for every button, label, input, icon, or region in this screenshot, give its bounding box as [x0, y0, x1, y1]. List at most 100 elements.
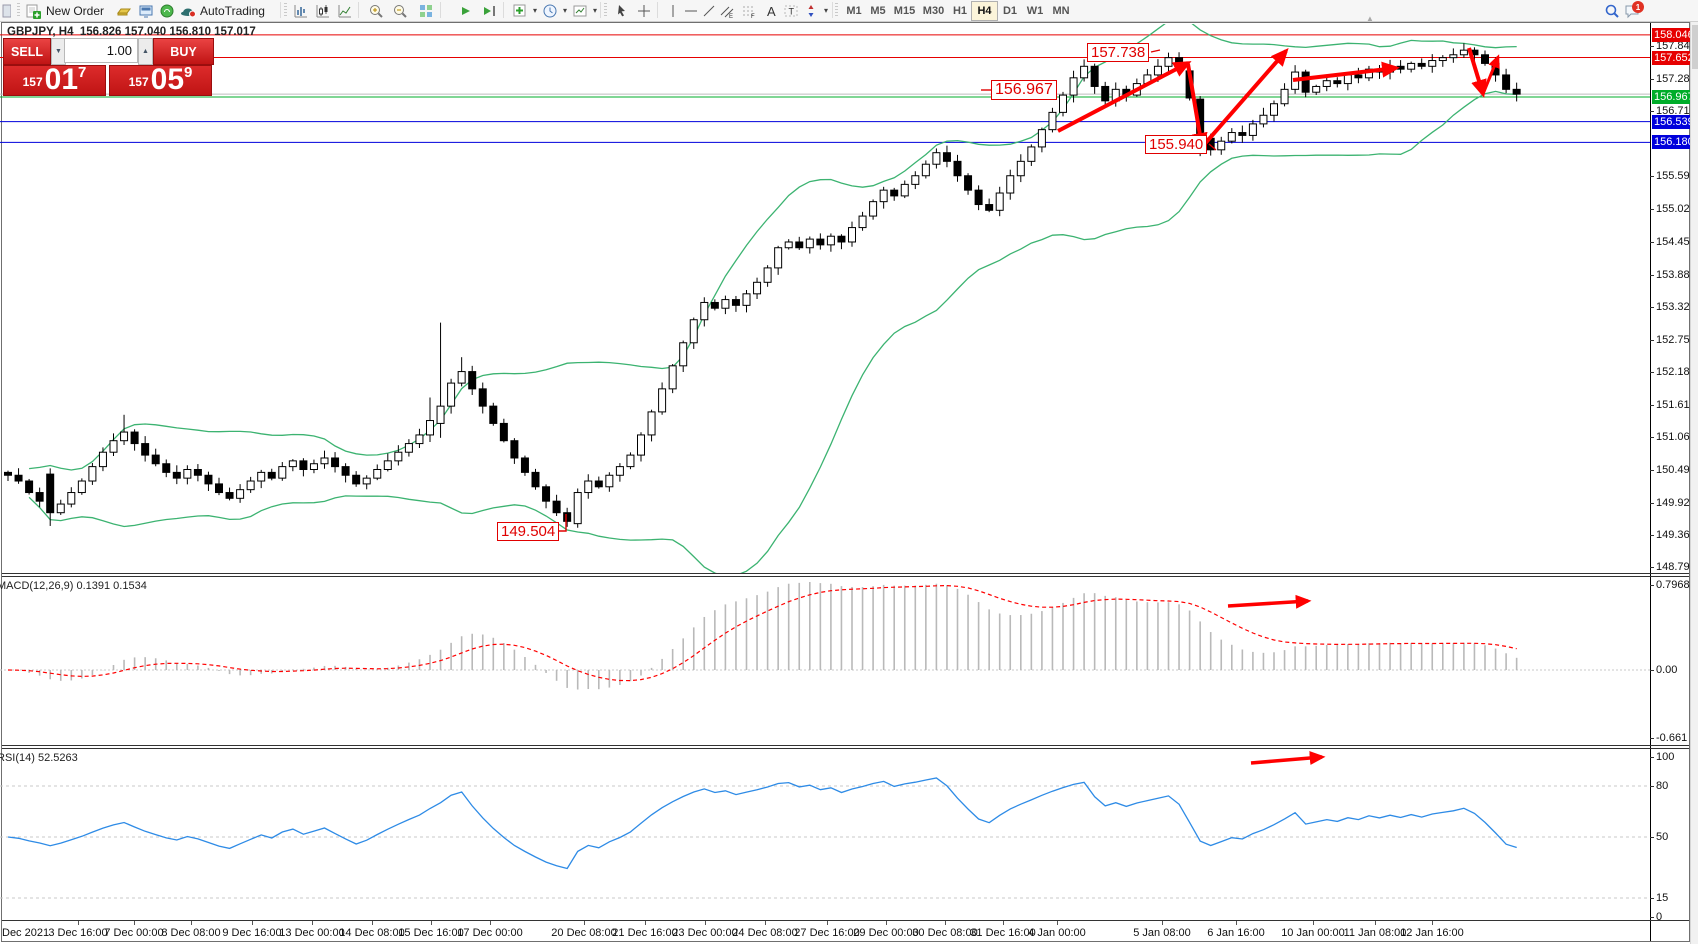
toolbar-collapse-icon[interactable]: ▲ [1366, 14, 1374, 23]
auto-scroll-button[interactable] [456, 1, 480, 20]
scrollbar-thumb[interactable] [1692, 25, 1698, 69]
sell-price-display[interactable]: 157 01 7 [3, 64, 106, 96]
hline-button[interactable] [681, 1, 703, 20]
price-axis-tick-mark [1650, 670, 1654, 671]
sell-button[interactable]: SELL [3, 38, 51, 65]
candle-chart-button[interactable] [313, 1, 337, 20]
chart-shift-button[interactable] [480, 1, 504, 20]
vline-icon [672, 4, 674, 17]
autotrading-button[interactable]: AutoTrading [178, 1, 280, 20]
arrows-button[interactable]: ▾ [801, 1, 832, 20]
deposit-icon [117, 8, 131, 15]
sound-button[interactable] [157, 1, 181, 20]
macd-signal-line [7, 584, 1517, 682]
sell-price-point: 7 [78, 64, 87, 81]
label-t-button[interactable]: T [781, 1, 803, 20]
bollinger-upper-band [29, 24, 1517, 471]
price-axis-label: 50 [1656, 831, 1669, 843]
tile-windows-button[interactable] [416, 1, 440, 20]
price-axis-tick-mark [1650, 79, 1654, 80]
price-axis-label: 155.590 [1656, 170, 1696, 182]
autotrading-label: AutoTrading [200, 3, 265, 18]
buy-button[interactable]: BUY [153, 38, 214, 65]
arrows-dropdown-caret[interactable]: ▾ [824, 6, 829, 15]
new-order-button[interactable]: New Order [24, 1, 116, 20]
volume-increase-button[interactable]: ▲ [138, 38, 153, 65]
price-axis-tick-mark [1650, 585, 1654, 586]
time-axis-label: 29 Dec 00:00 [853, 927, 919, 939]
price-annotation-label: 155.940 [1145, 135, 1208, 155]
price-axis-tick-mark [1650, 917, 1654, 918]
price-axis-tick-mark [1650, 786, 1654, 787]
price-axis-tick-mark [1650, 242, 1654, 243]
buy-price-display[interactable]: 157 05 9 [109, 64, 212, 96]
price-axis-label: 15 [1656, 892, 1669, 904]
time-axis-label: 13 Dec 00:00 [279, 927, 345, 939]
time-axis-tick-mark [827, 921, 828, 925]
clipped-icon-button[interactable] [0, 1, 13, 20]
time-axis-tick-mark [1375, 921, 1376, 925]
timeframe-d1-button[interactable]: D1 [1002, 5, 1018, 17]
timeframe-m30-button[interactable]: M30 [922, 5, 945, 17]
trendline-button[interactable] [699, 1, 721, 20]
vline-button[interactable] [663, 1, 685, 20]
text-a-button[interactable]: A [761, 1, 783, 20]
time-axis-tick-mark [1162, 921, 1163, 925]
time-axis-label: 7 Dec 00:00 [104, 927, 164, 939]
template-button[interactable]: ▾ [570, 1, 601, 20]
timeframe-mn-button[interactable]: MN [1052, 5, 1070, 17]
fibo-button[interactable]: F [739, 1, 763, 20]
time-axis-tick-mark [584, 921, 585, 925]
price-axis-tick-mark [1650, 437, 1654, 438]
bar-chart-button[interactable] [291, 1, 315, 20]
search-button[interactable] [1602, 1, 1622, 20]
time-axis-tick-mark [312, 921, 313, 925]
timeframe-w1-button[interactable]: W1 [1026, 5, 1044, 17]
periods-icon [543, 4, 557, 17]
toolbar-separator [440, 2, 441, 18]
crosshair-button[interactable] [634, 1, 658, 20]
time-axis-label: 15 Dec 16:00 [398, 927, 464, 939]
volume-input[interactable]: 1.00 [64, 38, 138, 63]
timeframe-h1-button[interactable]: H1 [952, 5, 968, 17]
periods-dropdown-caret[interactable]: ▾ [563, 6, 568, 15]
drawn-arrows-layer [559, 47, 1500, 766]
channel-button[interactable]: E [717, 1, 741, 20]
template-dropdown-caret[interactable]: ▾ [593, 6, 598, 15]
window-scrollbar[interactable] [1690, 21, 1698, 944]
price-axis-label: 0.00 [1656, 664, 1678, 676]
price-axis-label: 157.840 [1656, 40, 1696, 52]
macd-indicator-label: MACD(12,26,9) 0.1391 0.1534 [0, 580, 147, 592]
price-axis-label: 0 [1656, 911, 1663, 923]
price-axis-tick-mark [1650, 372, 1654, 373]
price-axis-tick-mark [1650, 307, 1654, 308]
time-axis-label: 3 Dec 16:00 [48, 927, 108, 939]
indicators-dropdown-caret[interactable]: ▾ [533, 6, 538, 15]
terminal-button[interactable] [136, 1, 160, 20]
cursor-button[interactable] [612, 1, 636, 20]
svg-text:T: T [789, 6, 795, 16]
time-axis-tick-mark [134, 921, 135, 925]
price-axis-label: 151.060 [1656, 431, 1696, 443]
price-annotation-label: 157.738 [1087, 43, 1150, 63]
deposit-button[interactable] [114, 1, 138, 20]
zoom-in-button[interactable] [366, 1, 390, 20]
timeframe-m1-button[interactable]: M1 [846, 5, 862, 17]
bar-chart-icon [294, 4, 307, 17]
time-axis-label: 12 Jan 16:00 [1400, 927, 1464, 939]
indicators-button[interactable]: ▾ [510, 1, 541, 20]
zoom-out-button[interactable] [390, 1, 414, 20]
price-axis-label: 157.285 [1656, 73, 1696, 85]
buy-price-figure: 157 [128, 75, 149, 89]
time-axis-label: 21 Dec 16:00 [612, 927, 678, 939]
price-axis-tick-mark [1650, 405, 1654, 406]
timeframe-m15-button[interactable]: M15 [893, 5, 916, 17]
timeframe-m5-button[interactable]: M5 [870, 5, 886, 17]
line-chart-button[interactable] [335, 1, 359, 20]
price-axis-label: -0.661 [1656, 732, 1688, 744]
search-icon [1605, 4, 1619, 18]
channel-icon: E [720, 6, 734, 19]
timeframe-h4-button[interactable]: H4 [971, 1, 998, 21]
periods-button[interactable]: ▾ [540, 1, 571, 20]
